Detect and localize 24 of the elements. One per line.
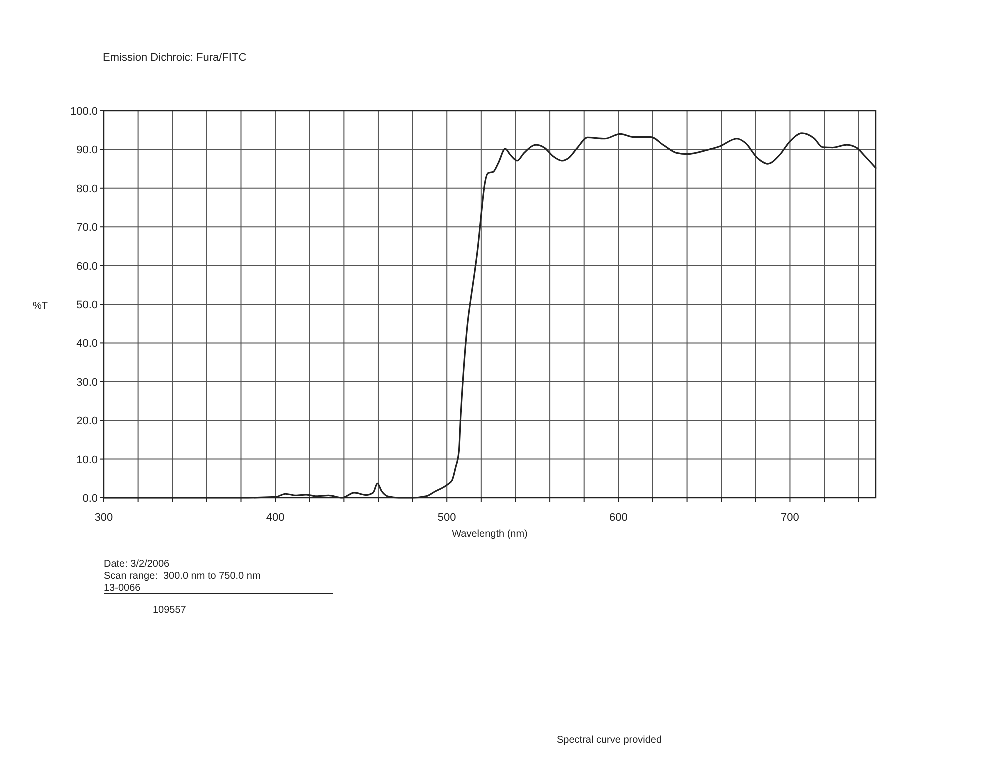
y-tick-label: 0.0	[82, 493, 98, 505]
y-tick-label: 10.0	[76, 454, 98, 466]
text: Spectral curve provided	[557, 735, 662, 746]
text: Date: 3/2/2006	[104, 559, 170, 570]
y-tick-label: 90.0	[76, 144, 98, 157]
x-tick-label: 400	[266, 512, 285, 524]
y-tick-label: 70.0	[76, 222, 98, 234]
y-tick-label: 30.0	[76, 376, 98, 389]
text: 109557	[153, 605, 187, 616]
text: 13-0066	[104, 583, 142, 594]
y-tick-label: 60.0	[76, 260, 98, 273]
chart-title: Emission Dichroic: Fura/FITC	[103, 52, 247, 64]
x-tick-label: 500	[438, 512, 456, 524]
y-tick-label: 20.0	[76, 416, 98, 428]
x-tick-label: 600	[609, 512, 628, 524]
text: Scan range: 300.0 nm to 750.0 nm	[104, 571, 261, 582]
x-tick-label: 700	[781, 512, 800, 524]
y-tick-label: 40.0	[76, 338, 98, 350]
x-axis-title: Wavelength (nm)	[452, 529, 528, 540]
y-tick-label: 80.0	[76, 183, 98, 196]
y-tick-label: 100.0	[70, 106, 98, 118]
y-tick-label: 50.0	[76, 300, 98, 312]
x-tick-label: 300	[94, 512, 114, 524]
y-axis-title: %T	[33, 301, 48, 312]
